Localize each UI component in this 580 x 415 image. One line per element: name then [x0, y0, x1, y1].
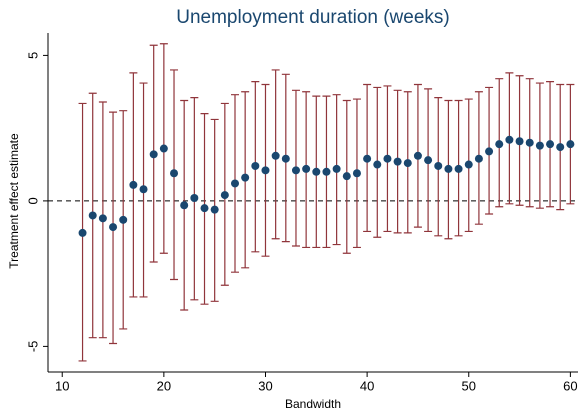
point: [525, 138, 534, 147]
point: [230, 179, 239, 188]
x-tick-label: 10: [55, 378, 69, 393]
point: [403, 159, 412, 168]
point: [332, 164, 341, 173]
point: [149, 150, 158, 159]
point: [373, 160, 382, 169]
point: [180, 201, 189, 210]
point: [474, 154, 483, 163]
point: [261, 166, 270, 175]
point: [424, 156, 433, 165]
point: [251, 161, 260, 170]
point: [515, 137, 524, 146]
point: [109, 223, 118, 232]
point: [566, 140, 575, 149]
point: [190, 193, 199, 202]
point: [210, 205, 219, 214]
point: [434, 161, 443, 170]
point: [352, 169, 361, 178]
point: [413, 151, 422, 160]
x-axis-title: Bandwidth: [285, 397, 341, 411]
x-tick-label: 50: [462, 378, 476, 393]
point: [88, 211, 97, 220]
x-tick-label: 30: [258, 378, 272, 393]
point: [393, 157, 402, 166]
y-tick-label: 0: [25, 197, 40, 204]
point: [495, 140, 504, 149]
point: [312, 167, 321, 176]
y-tick-label: -5: [25, 341, 40, 353]
point: [322, 167, 331, 176]
point: [556, 143, 565, 152]
point: [271, 151, 280, 160]
point: [505, 135, 514, 144]
point: [281, 154, 290, 163]
point: [78, 228, 87, 237]
point: [444, 164, 453, 173]
point: [159, 144, 168, 153]
point: [485, 147, 494, 156]
point: [546, 140, 555, 149]
point: [170, 169, 179, 178]
point: [129, 180, 138, 189]
point: [98, 214, 107, 223]
point: [220, 191, 229, 200]
y-axis-title: Treatment effect estimate: [7, 133, 21, 269]
point: [535, 141, 544, 150]
point: [139, 185, 148, 194]
point: [200, 204, 209, 213]
point: [454, 164, 463, 173]
x-tick-label: 60: [563, 378, 577, 393]
x-tick-label: 40: [360, 378, 374, 393]
point: [241, 173, 250, 182]
x-tick-label: 20: [157, 378, 171, 393]
point: [302, 164, 311, 173]
chart-title: Unemployment duration (weeks): [176, 7, 450, 28]
point: [363, 154, 372, 163]
point: [383, 154, 392, 163]
point: [291, 166, 300, 175]
point: [119, 215, 128, 224]
point: [342, 172, 351, 181]
point: [464, 160, 473, 169]
y-tick-label: 5: [25, 52, 40, 59]
